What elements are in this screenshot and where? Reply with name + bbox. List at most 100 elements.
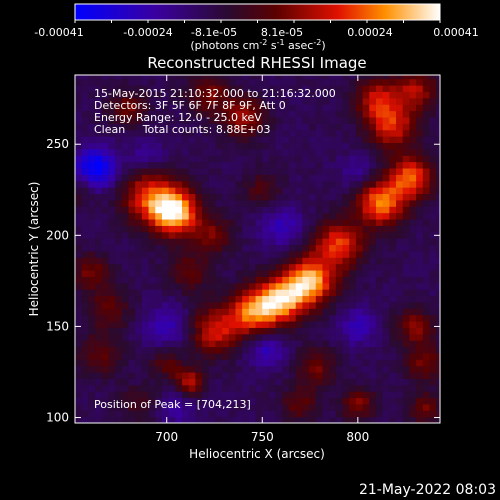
heatmap-cell	[108, 269, 116, 277]
heatmap-cell	[115, 129, 123, 137]
heatmap-cell	[215, 167, 223, 175]
heatmap-cell	[436, 225, 440, 233]
heatmap-cell	[429, 314, 437, 322]
heatmap-cell	[81, 333, 89, 341]
heatmap-cell	[128, 97, 136, 105]
heatmap-cell	[289, 327, 297, 335]
heatmap-cell	[436, 91, 440, 99]
heatmap-cell	[101, 116, 110, 124]
heatmap-cell	[375, 110, 384, 118]
heatmap-cell	[369, 167, 377, 175]
heatmap-cell	[182, 231, 190, 239]
heatmap-cell	[222, 206, 230, 214]
heatmap-cell	[75, 359, 83, 367]
heatmap-cell	[182, 180, 190, 188]
heatmap-cell	[155, 136, 163, 144]
heatmap-cell	[115, 257, 123, 265]
heatmap-cell	[108, 116, 116, 124]
heatmap-cell	[369, 371, 377, 379]
heatmap-cell	[342, 231, 350, 239]
heatmap-cell	[108, 187, 116, 195]
heatmap-cell	[436, 346, 440, 354]
heatmap-cell	[128, 308, 136, 316]
heatmap-cell	[222, 136, 230, 144]
heatmap-cell	[416, 327, 424, 335]
heatmap-cell	[95, 206, 103, 214]
heatmap-cell	[242, 250, 250, 258]
heatmap-cell	[101, 110, 110, 118]
heatmap-cell	[322, 391, 330, 399]
heatmap-cell	[268, 391, 277, 399]
heatmap-cell	[222, 155, 230, 163]
heatmap-cell	[335, 269, 344, 277]
heatmap-cell	[362, 136, 370, 144]
heatmap-cell	[282, 212, 290, 220]
heatmap-cell	[382, 104, 390, 112]
heatmap-cell	[208, 212, 217, 220]
heatmap-cell	[416, 187, 424, 195]
heatmap-cell	[349, 320, 357, 328]
heatmap-cell	[396, 327, 404, 335]
heatmap-cell	[155, 142, 163, 150]
heatmap-cell	[195, 85, 203, 92]
heatmap-cell	[416, 257, 424, 265]
heatmap-cell	[309, 320, 317, 328]
heatmap-cell	[262, 212, 270, 220]
heatmap-cell	[375, 123, 384, 131]
heatmap-cell	[135, 391, 143, 399]
heatmap-cell	[302, 384, 310, 392]
heatmap-cell	[422, 263, 431, 271]
heatmap-cell	[81, 78, 89, 86]
heatmap-cell	[222, 359, 230, 367]
heatmap-cell	[382, 282, 390, 290]
heatmap-cell	[369, 85, 377, 92]
heatmap-cell	[375, 225, 384, 233]
heatmap-cell	[369, 301, 377, 309]
heatmap-cell	[349, 148, 357, 156]
heatmap-cell	[402, 365, 411, 373]
heatmap-cell	[188, 199, 196, 207]
heatmap-cell	[155, 199, 163, 207]
heatmap-cell	[268, 148, 277, 156]
heatmap-cell	[422, 314, 431, 322]
heatmap-cell	[335, 123, 344, 131]
heatmap-cell	[382, 269, 390, 277]
heatmap-cell	[262, 78, 270, 86]
annotation-time-range: 15-May-2015 21:10:32.000 to 21:16:32.000	[94, 87, 336, 100]
heatmap-cell	[409, 75, 417, 80]
heatmap-cell	[342, 161, 350, 169]
heatmap-cell	[355, 85, 364, 92]
heatmap-cell	[141, 123, 150, 131]
heatmap-cell	[182, 91, 190, 99]
heatmap-cell	[101, 161, 110, 169]
heatmap-cell	[128, 225, 136, 233]
heatmap-cell	[242, 333, 250, 341]
heatmap-cell	[422, 250, 431, 258]
heatmap-cell	[436, 155, 440, 163]
heatmap-cell	[349, 333, 357, 341]
heatmap-cell	[95, 199, 103, 207]
heatmap-cell	[402, 289, 411, 297]
heatmap-cell	[215, 416, 223, 423]
heatmap-cell	[188, 301, 196, 309]
heatmap-cell	[335, 104, 344, 112]
heatmap-cell	[436, 161, 440, 169]
heatmap-cell	[275, 75, 283, 80]
heatmap-cell	[242, 282, 250, 290]
heatmap-cell	[309, 244, 317, 252]
heatmap-cell	[208, 391, 217, 399]
heatmap-cell	[322, 174, 330, 182]
heatmap-cell	[409, 123, 417, 131]
heatmap-cell	[128, 155, 136, 163]
heatmap-cell	[302, 314, 310, 322]
heatmap-cell	[228, 91, 237, 99]
heatmap-cell	[389, 199, 397, 207]
heatmap-cell	[81, 314, 89, 322]
heatmap-cell	[355, 250, 364, 258]
heatmap-cell	[268, 384, 277, 392]
heatmap-cell	[429, 174, 437, 182]
heatmap-cell	[389, 320, 397, 328]
heatmap-cell	[282, 136, 290, 144]
heatmap-cell	[161, 352, 170, 360]
heatmap-cell	[402, 340, 411, 348]
